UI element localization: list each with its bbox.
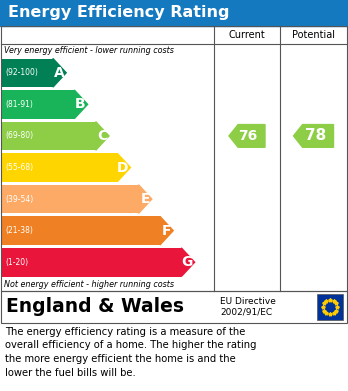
Text: Not energy efficient - higher running costs: Not energy efficient - higher running co… xyxy=(4,280,174,289)
Text: 76: 76 xyxy=(238,129,258,143)
Bar xyxy=(2,185,139,213)
Text: overall efficiency of a home. The higher the rating: overall efficiency of a home. The higher… xyxy=(5,341,256,350)
Polygon shape xyxy=(96,122,109,150)
Text: F: F xyxy=(162,224,171,238)
Text: G: G xyxy=(181,255,192,269)
Text: (39-54): (39-54) xyxy=(5,195,33,204)
Text: EU Directive: EU Directive xyxy=(220,298,276,307)
Text: 78: 78 xyxy=(305,128,326,143)
Text: A: A xyxy=(54,66,64,80)
Text: (21-38): (21-38) xyxy=(5,226,33,235)
Bar xyxy=(2,216,160,245)
Bar xyxy=(2,90,74,118)
Text: the more energy efficient the home is and the: the more energy efficient the home is an… xyxy=(5,354,236,364)
Text: (55-68): (55-68) xyxy=(5,163,33,172)
Polygon shape xyxy=(74,90,88,118)
Polygon shape xyxy=(117,153,130,182)
Text: Potential: Potential xyxy=(292,30,335,40)
Polygon shape xyxy=(160,216,173,245)
Bar xyxy=(2,122,96,150)
Text: (92-100): (92-100) xyxy=(5,68,38,77)
Text: E: E xyxy=(140,192,150,206)
Polygon shape xyxy=(293,125,333,147)
Text: Current: Current xyxy=(229,30,266,40)
Text: B: B xyxy=(75,97,86,111)
Polygon shape xyxy=(53,59,66,87)
Text: 2002/91/EC: 2002/91/EC xyxy=(220,307,272,316)
Text: (81-91): (81-91) xyxy=(5,100,33,109)
Text: lower the fuel bills will be.: lower the fuel bills will be. xyxy=(5,368,136,377)
Bar xyxy=(1,26,347,291)
Bar xyxy=(317,294,343,320)
Text: D: D xyxy=(117,160,128,174)
Bar xyxy=(2,59,53,87)
Text: (69-80): (69-80) xyxy=(5,131,33,140)
Bar xyxy=(1,291,347,323)
Bar xyxy=(0,0,348,26)
Polygon shape xyxy=(229,125,265,147)
Text: (1-20): (1-20) xyxy=(5,258,28,267)
Text: The energy efficiency rating is a measure of the: The energy efficiency rating is a measur… xyxy=(5,327,245,337)
Text: C: C xyxy=(97,129,107,143)
Text: Very energy efficient - lower running costs: Very energy efficient - lower running co… xyxy=(4,46,174,55)
Polygon shape xyxy=(181,248,195,276)
Bar xyxy=(2,153,117,182)
Text: Energy Efficiency Rating: Energy Efficiency Rating xyxy=(8,5,229,20)
Polygon shape xyxy=(139,185,152,213)
Text: England & Wales: England & Wales xyxy=(6,298,184,316)
Bar xyxy=(2,248,181,276)
